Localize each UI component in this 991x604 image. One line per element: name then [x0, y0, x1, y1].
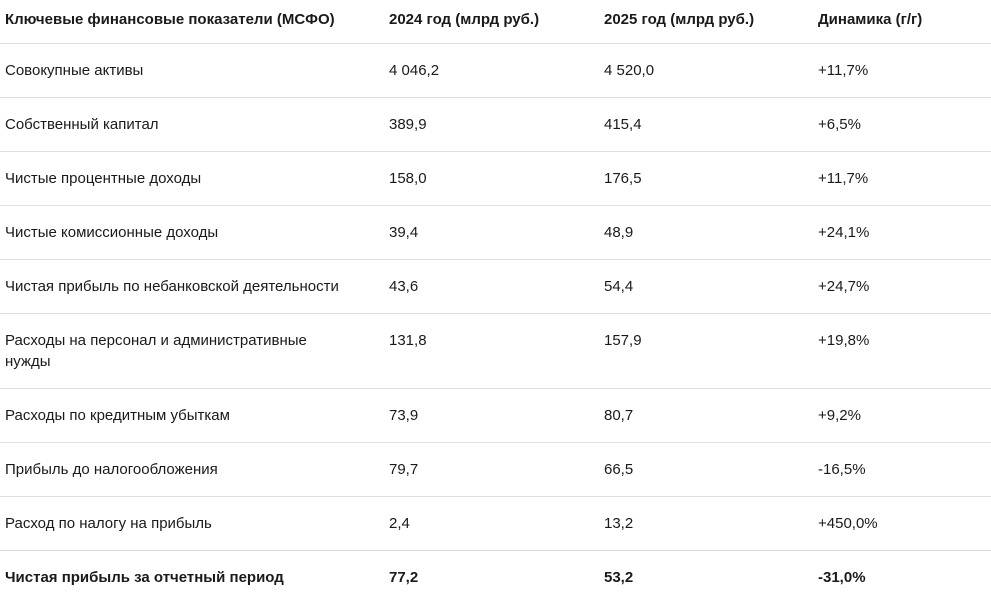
table-header-row: Ключевые финансовые показатели (МСФО) 20…: [0, 0, 991, 44]
value-2025-cell: 157,9: [604, 332, 642, 349]
value-2024-cell: 43,6: [389, 278, 419, 295]
column-header-2024: 2024 год (млрд руб.): [389, 11, 540, 28]
column-header-change: Динамика (г/г): [818, 11, 923, 28]
table-row-personnel-admin-expenses: Расходы на персонал и административные н…: [0, 314, 991, 389]
value-2025-cell: 66,5: [604, 461, 634, 478]
change-cell: +9,2%: [818, 407, 861, 424]
change-cell: +24,1%: [818, 224, 870, 241]
indicator-cell: Расходы на персонал и административные н…: [5, 332, 307, 370]
value-2024-cell: 389,9: [389, 116, 427, 133]
value-2024-cell: 131,8: [389, 332, 427, 349]
indicator-cell: Чистая прибыль за отчетный период: [5, 569, 284, 586]
table-row-net-fee-income: Чистые комиссионные доходы 39,4 48,9 +24…: [0, 206, 991, 260]
indicator-cell: Прибыль до налогообложения: [5, 461, 218, 478]
table-row-nonbank-net-profit: Чистая прибыль по небанковской деятельно…: [0, 260, 991, 314]
change-cell: +11,7%: [818, 62, 869, 79]
indicator-cell: Собственный капитал: [5, 116, 159, 133]
indicator-cell: Чистые комиссионные доходы: [5, 224, 219, 241]
indicator-cell: Чистые процентные доходы: [5, 170, 202, 187]
change-cell: +6,5%: [818, 116, 861, 133]
value-2024-cell: 158,0: [389, 170, 427, 187]
table-row-equity: Собственный капитал 389,9 415,4 +6,5%: [0, 98, 991, 152]
table-row-credit-loss-expenses: Расходы по кредитным убыткам 73,9 80,7 +…: [0, 389, 991, 443]
value-2024-cell: 2,4: [389, 515, 410, 532]
indicator-cell: Расход по налогу на прибыль: [5, 515, 212, 532]
value-2025-cell: 53,2: [604, 569, 634, 586]
value-2024-cell: 39,4: [389, 224, 419, 241]
value-2025-cell: 54,4: [604, 278, 634, 295]
column-header-2025: 2025 год (млрд руб.): [604, 11, 755, 28]
indicator-cell: Совокупные активы: [5, 62, 144, 79]
change-cell: -31,0%: [818, 569, 866, 586]
change-cell: +19,8%: [818, 332, 870, 349]
change-cell: +11,7%: [818, 170, 869, 187]
value-2025-cell: 80,7: [604, 407, 634, 424]
value-2025-cell: 13,2: [604, 515, 634, 532]
table-row-income-tax-expense: Расход по налогу на прибыль 2,4 13,2 +45…: [0, 497, 991, 551]
value-2024-cell: 79,7: [389, 461, 419, 478]
change-cell: -16,5%: [818, 461, 866, 478]
value-2025-cell: 176,5: [604, 170, 642, 187]
change-cell: +24,7%: [818, 278, 870, 295]
indicator-cell: Расходы по кредитным убыткам: [5, 407, 230, 424]
value-2025-cell: 48,9: [604, 224, 634, 241]
change-cell: +450,0%: [818, 515, 878, 532]
indicator-cell: Чистая прибыль по небанковской деятельно…: [5, 278, 339, 295]
value-2024-cell: 73,9: [389, 407, 419, 424]
column-header-indicator: Ключевые финансовые показатели (МСФО): [5, 11, 335, 28]
table-row-net-profit-total: Чистая прибыль за отчетный период 77,2 5…: [0, 550, 991, 604]
table-row-net-interest-income: Чистые процентные доходы 158,0 176,5 +11…: [0, 152, 991, 206]
value-2025-cell: 4 520,0: [604, 62, 655, 79]
table-row-pretax-profit: Прибыль до налогообложения 79,7 66,5 -16…: [0, 443, 991, 497]
value-2024-cell: 4 046,2: [389, 62, 440, 79]
table-row-total-assets: Совокупные активы 4 046,2 4 520,0 +11,7%: [0, 44, 991, 98]
value-2024-cell: 77,2: [389, 569, 419, 586]
value-2025-cell: 415,4: [604, 116, 642, 133]
